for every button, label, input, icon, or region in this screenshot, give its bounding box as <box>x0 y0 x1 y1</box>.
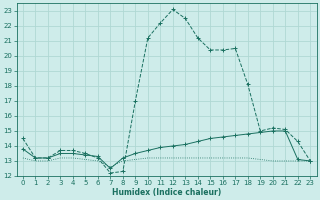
X-axis label: Humidex (Indice chaleur): Humidex (Indice chaleur) <box>112 188 221 197</box>
